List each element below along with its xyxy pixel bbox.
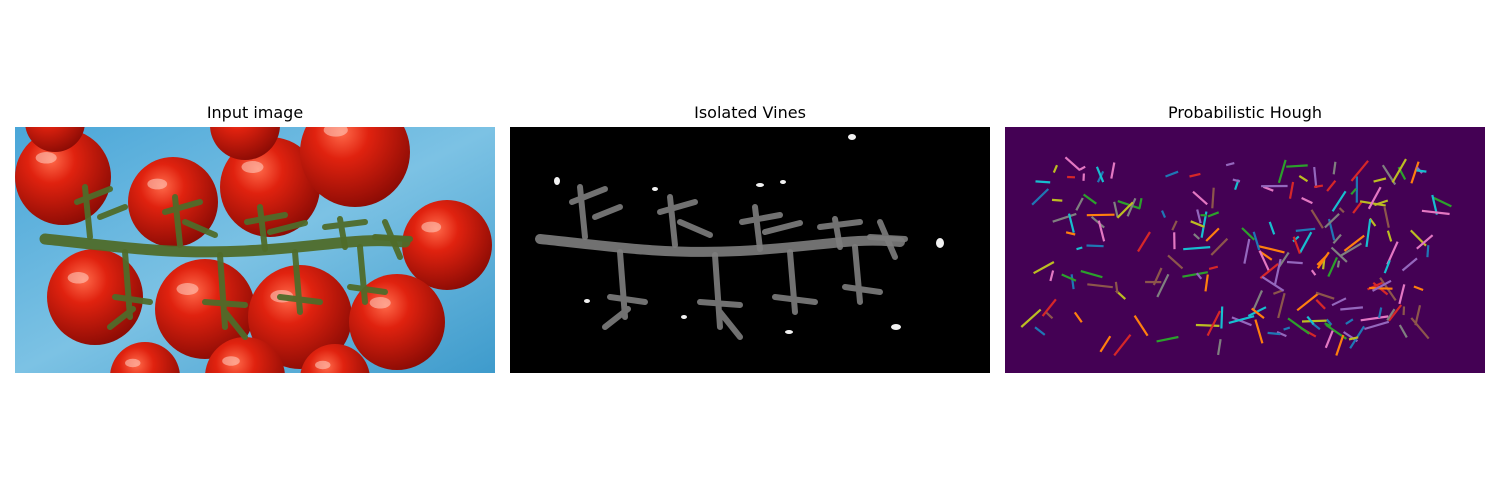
probabilistic-hough-image bbox=[1005, 127, 1485, 373]
isolated-vines-panel: Isolated Vines bbox=[510, 100, 990, 375]
isolated-vines-image bbox=[510, 127, 990, 373]
isolated-vines-mask bbox=[510, 127, 990, 373]
panel-title-input: Input image bbox=[206, 103, 304, 122]
input-image bbox=[15, 127, 495, 373]
probabilistic-hough-panel: Probabilistic Hough bbox=[1005, 100, 1485, 375]
panel-title-vines: Isolated Vines bbox=[694, 103, 806, 122]
tomato-vine-photo bbox=[15, 127, 495, 373]
hough-lines-plot bbox=[1005, 127, 1485, 373]
input-image-panel: Input image bbox=[15, 100, 495, 375]
panel-title-hough: Probabilistic Hough bbox=[1167, 103, 1323, 122]
